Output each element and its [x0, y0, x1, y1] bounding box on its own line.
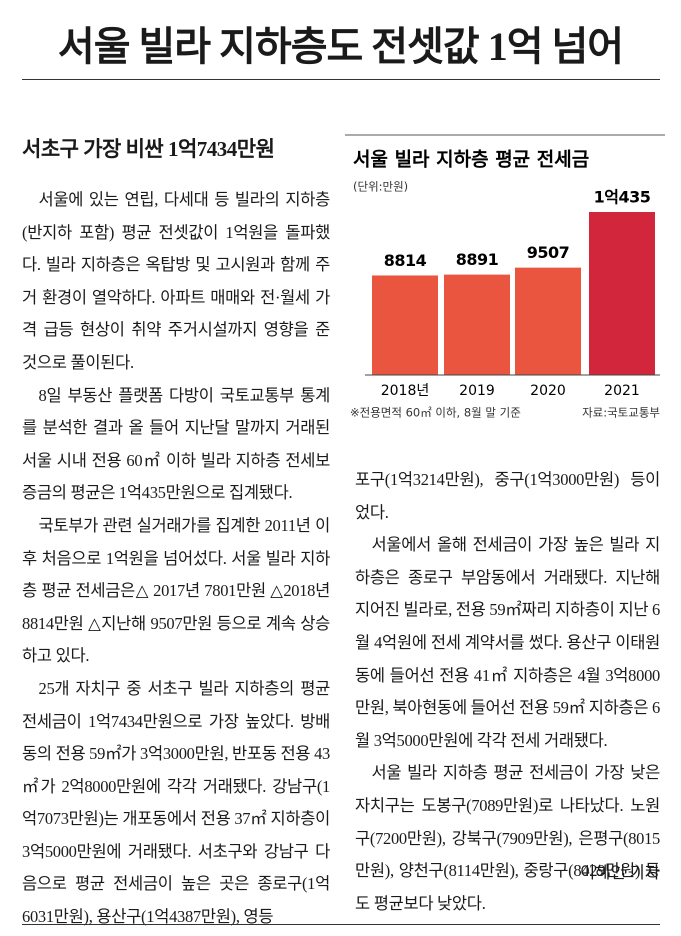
chart: 서울 빌라 지하층 평균 전세금 (단위:만원) ※전용면적 60㎡ 이하, 8… [345, 134, 665, 420]
bar [372, 275, 438, 375]
bar [589, 212, 655, 375]
paragraph: 8일 부동산 플랫폼 다방이 국토교통부 통계를 분석한 결과 올 들어 지난달… [22, 385, 330, 503]
bar [444, 274, 510, 375]
byline: 이혜인 기자 [579, 863, 660, 882]
chart-note: ※전용면적 60㎡ 이하, 8월 말 기준 [350, 406, 521, 420]
paragraph: 국토부가 관련 실거래가를 집계한 2011년 이후 처음으로 1억원을 넘어섰… [22, 515, 330, 666]
paragraph: 25개 자치구 중 서초구 빌라 지하층의 평균 전세금이 1억7434만원으로… [22, 678, 330, 927]
x-tick-label: 2020 [530, 383, 566, 399]
headline: 서울 빌라 지하층도 전셋값 1억 넘어 [57, 24, 624, 69]
rule [22, 924, 660, 925]
x-tick-label: 2018년 [381, 383, 430, 399]
paragraph: 포구(1억3214만원), 중구(1억3000만원) 등이었다. [355, 470, 660, 522]
value-label: 8891 [456, 250, 499, 269]
value-label: 8814 [384, 251, 427, 270]
chart-unit: (단위:만원) [353, 180, 408, 194]
right-column: 포구(1억3214만원), 중구(1억3000만원) 등이었다. 서울에서 올해 … [355, 464, 660, 920]
paragraph: 서울에서 올해 전세금이 가장 높은 빌라 지하층은 종로구 부암동에서 거래됐… [355, 535, 660, 750]
left-column: 서울에 있는 연립, 다세대 등 빌라의 지하층(반지하 포함) 평균 전셋값이… [22, 184, 330, 934]
x-tick-label: 2019 [459, 383, 495, 399]
value-label: 1억435 [594, 188, 651, 207]
bar [515, 267, 581, 375]
paragraph: 서울에 있는 연립, 다세대 등 빌라의 지하층(반지하 포함) 평균 전셋값이… [22, 190, 330, 372]
paragraph: 서울 빌라 지하층 평균 전세금이 가장 낮은 자치구는 도봉구(7089만원)… [355, 763, 660, 913]
value-label: 9507 [527, 243, 570, 262]
subheadline: 서초구 가장 비싼 1억7434만원 [22, 137, 275, 161]
x-tick-label: 2021 [604, 383, 640, 399]
rule [22, 79, 660, 80]
chart-title: 서울 빌라 지하층 평균 전세금 [353, 149, 589, 171]
chart-source: 자료:국토교통부 [582, 406, 660, 420]
